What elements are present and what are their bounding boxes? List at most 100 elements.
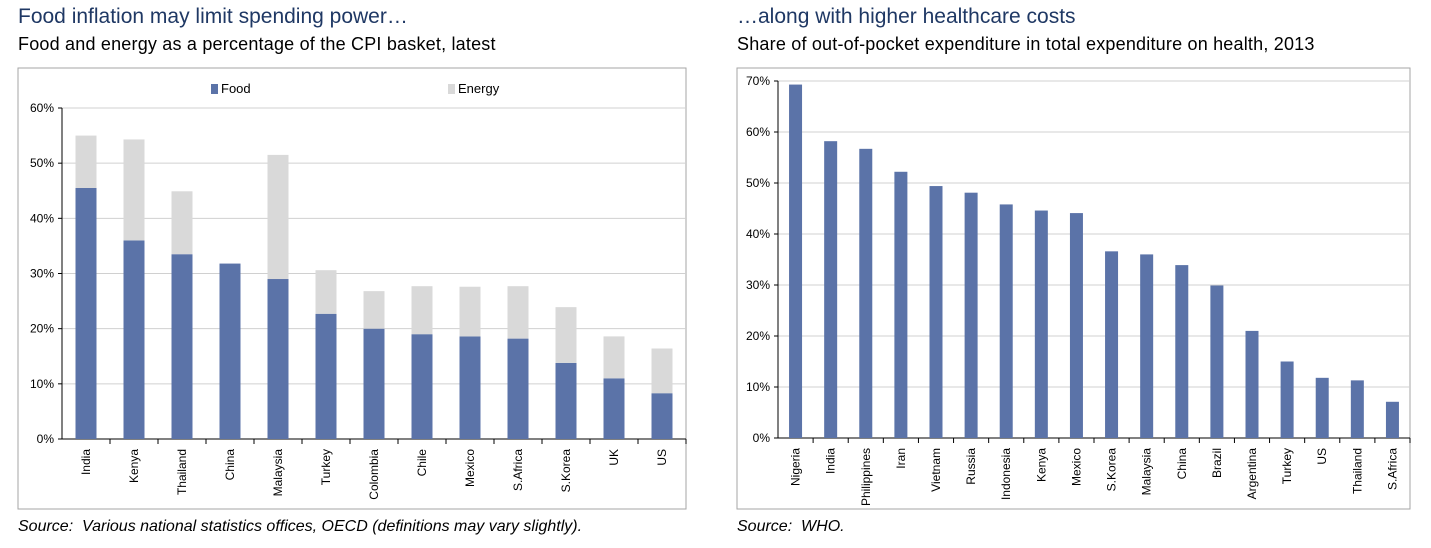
y-tick-label: 60% xyxy=(30,101,54,115)
bar-russia xyxy=(964,192,978,438)
bar-vietnam xyxy=(929,186,943,438)
x-tick-label: India xyxy=(824,448,838,474)
x-tick-label: S.Africa xyxy=(1385,448,1399,490)
left-chart-panel: Food inflation may limit spending power…… xyxy=(0,0,700,548)
bar-mexico-energy xyxy=(459,286,481,337)
y-tick-label: 10% xyxy=(30,377,54,391)
x-tick-label: Chile xyxy=(415,449,429,477)
plot-frame xyxy=(17,67,687,510)
bar-s-korea-food xyxy=(555,362,577,439)
left-chart-source: Source: Various national statistics offi… xyxy=(18,518,583,535)
bar-brazil xyxy=(1210,285,1224,438)
y-tick-label: 30% xyxy=(30,267,54,281)
bar-kenya-energy xyxy=(123,139,145,241)
x-tick-label: Iran xyxy=(894,448,908,469)
x-tick-label: S.Korea xyxy=(1105,448,1119,492)
x-tick-label: Kenya xyxy=(127,449,141,483)
bar-kenya xyxy=(1034,210,1048,438)
out-of-pocket-health-chart: 0% 10% 20% 30% 40% 50% 60% 70% Nigeria India Phili… xyxy=(736,67,1411,510)
bar-india-food xyxy=(75,187,97,439)
bar-thailand-food xyxy=(171,254,193,439)
x-tick-label: Russia xyxy=(964,448,978,485)
bar-malaysia-food xyxy=(267,279,289,439)
x-tick-label: UK xyxy=(607,449,621,466)
y-tick-label: 40% xyxy=(30,211,54,225)
y-tick-label: 60% xyxy=(746,125,770,139)
plot-frame xyxy=(736,67,1411,510)
bar-colombia-energy xyxy=(363,291,385,329)
bar-malaysia xyxy=(1140,254,1154,438)
bar-chile-energy xyxy=(411,286,433,335)
bar-s-korea-energy xyxy=(555,307,577,363)
y-tick-label: 0% xyxy=(37,432,55,446)
bar-iran xyxy=(894,171,908,438)
bar-china-food xyxy=(219,263,241,439)
bar-s-africa-energy xyxy=(507,286,529,339)
bar-malaysia-energy xyxy=(267,154,289,280)
bar-philippines xyxy=(859,148,873,438)
y-tick-label: 50% xyxy=(30,156,54,170)
bar-china xyxy=(1175,265,1189,438)
x-tick-label: Nigeria xyxy=(789,448,803,486)
y-tick-label: 30% xyxy=(746,278,770,292)
legend-swatch-food xyxy=(211,84,218,94)
bar-thailand-energy xyxy=(171,191,193,255)
x-tick-label: Mexico xyxy=(463,449,477,487)
x-tick-label: China xyxy=(223,449,237,481)
left-chart-subtitle: Food and energy as a percentage of the C… xyxy=(18,34,496,54)
x-tick-label: S.Africa xyxy=(511,449,525,491)
bar-thailand xyxy=(1350,380,1364,438)
bar-s-africa xyxy=(1385,401,1399,438)
bar-turkey-energy xyxy=(315,270,337,314)
x-tick-label: Mexico xyxy=(1069,448,1083,486)
x-tick-label: S.Korea xyxy=(559,449,573,493)
y-tick-label: 20% xyxy=(30,322,54,336)
bar-turkey-food xyxy=(315,313,337,439)
bar-india xyxy=(824,141,838,438)
right-chart-panel: …along with higher healthcare costs Shar… xyxy=(720,0,1431,548)
y-tick-label: 40% xyxy=(746,227,770,241)
y-tick-label: 70% xyxy=(746,74,770,88)
right-chart-title: …along with higher healthcare costs xyxy=(737,5,1076,28)
legend-swatch-energy xyxy=(448,84,455,94)
left-chart-title: Food inflation may limit spending power… xyxy=(18,5,408,28)
food-energy-cpi-chart: 0% 10% 20% 30% 40% 50% 60% India Kenya Thailand Ch… xyxy=(17,67,687,510)
x-tick-label: India xyxy=(79,449,93,475)
x-tick-label: Colombia xyxy=(367,449,381,500)
bar-mexico xyxy=(1069,213,1083,438)
bar-nigeria xyxy=(789,84,803,438)
x-tick-label: Brazil xyxy=(1210,448,1224,478)
bar-argentina xyxy=(1245,330,1259,438)
x-tick-label: China xyxy=(1175,448,1189,480)
x-tick-label: Kenya xyxy=(1034,448,1048,482)
bar-india-energy xyxy=(75,135,97,188)
x-tick-label: Thailand xyxy=(1350,448,1364,494)
x-tick-label: Turkey xyxy=(319,449,333,485)
bar-mexico-food xyxy=(459,336,481,439)
bar-us-food xyxy=(651,393,673,439)
x-tick-label: US xyxy=(655,449,669,466)
x-tick-label: Argentina xyxy=(1245,448,1259,500)
y-tick-label: 50% xyxy=(746,176,770,190)
x-tick-label: Philippines xyxy=(859,448,873,506)
x-tick-label: Vietnam xyxy=(929,448,943,492)
y-tick-label: 10% xyxy=(746,380,770,394)
right-chart-subtitle: Share of out-of-pocket expenditure in to… xyxy=(737,34,1315,54)
bar-colombia-food xyxy=(363,328,385,439)
x-tick-label: Indonesia xyxy=(999,448,1013,500)
y-tick-label: 0% xyxy=(753,431,771,445)
bar-s-africa-food xyxy=(507,338,529,439)
x-tick-label: Thailand xyxy=(175,449,189,495)
bar-indonesia xyxy=(999,204,1013,438)
x-tick-label: Malaysia xyxy=(1140,448,1154,496)
legend-label-energy: Energy xyxy=(458,81,500,96)
bar-us-energy xyxy=(651,348,673,394)
bar-turkey xyxy=(1280,361,1294,438)
legend-label-food: Food xyxy=(221,81,251,96)
bar-uk-energy xyxy=(603,336,625,379)
x-tick-label: Malaysia xyxy=(271,449,285,497)
x-tick-label: Turkey xyxy=(1280,448,1294,484)
right-chart-source: Source: WHO. xyxy=(737,518,845,535)
x-tick-label: US xyxy=(1315,448,1329,465)
bar-uk-food xyxy=(603,378,625,439)
